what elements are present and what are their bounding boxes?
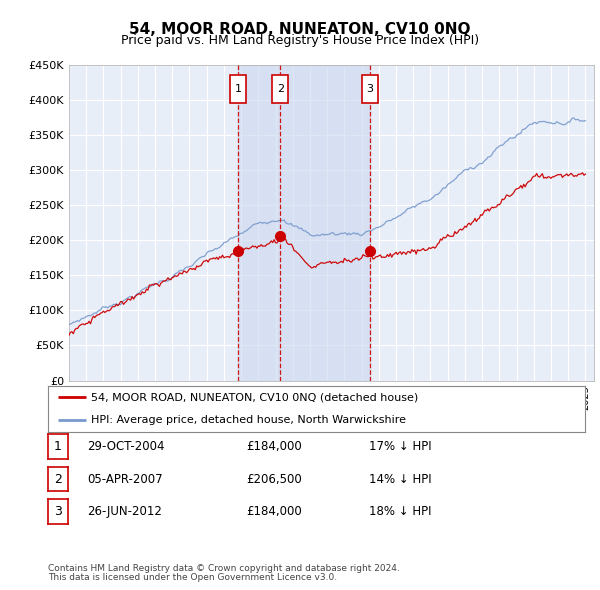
Bar [230, 76, 246, 103]
Text: 3: 3 [54, 505, 62, 518]
Text: 18% ↓ HPI: 18% ↓ HPI [369, 505, 431, 518]
Text: 1: 1 [54, 440, 62, 453]
Text: 3: 3 [367, 84, 374, 94]
Text: 14% ↓ HPI: 14% ↓ HPI [369, 473, 431, 486]
Text: 26-JUN-2012: 26-JUN-2012 [87, 505, 162, 518]
Text: £184,000: £184,000 [246, 440, 302, 453]
Text: £206,500: £206,500 [246, 473, 302, 486]
Text: 17% ↓ HPI: 17% ↓ HPI [369, 440, 431, 453]
Text: 29-OCT-2004: 29-OCT-2004 [87, 440, 164, 453]
Text: Price paid vs. HM Land Registry's House Price Index (HPI): Price paid vs. HM Land Registry's House … [121, 34, 479, 47]
Text: 2: 2 [54, 473, 62, 486]
Text: 54, MOOR ROAD, NUNEATON, CV10 0NQ: 54, MOOR ROAD, NUNEATON, CV10 0NQ [129, 22, 471, 37]
Text: Contains HM Land Registry data © Crown copyright and database right 2024.: Contains HM Land Registry data © Crown c… [48, 564, 400, 573]
Text: 05-APR-2007: 05-APR-2007 [87, 473, 163, 486]
Bar [272, 76, 288, 103]
Text: 2: 2 [277, 84, 284, 94]
Text: 1: 1 [235, 84, 242, 94]
Bar [362, 76, 378, 103]
Bar [238, 65, 370, 381]
Text: HPI: Average price, detached house, North Warwickshire: HPI: Average price, detached house, Nort… [91, 415, 406, 425]
Text: £184,000: £184,000 [246, 505, 302, 518]
Text: 54, MOOR ROAD, NUNEATON, CV10 0NQ (detached house): 54, MOOR ROAD, NUNEATON, CV10 0NQ (detac… [91, 392, 418, 402]
Text: This data is licensed under the Open Government Licence v3.0.: This data is licensed under the Open Gov… [48, 573, 337, 582]
